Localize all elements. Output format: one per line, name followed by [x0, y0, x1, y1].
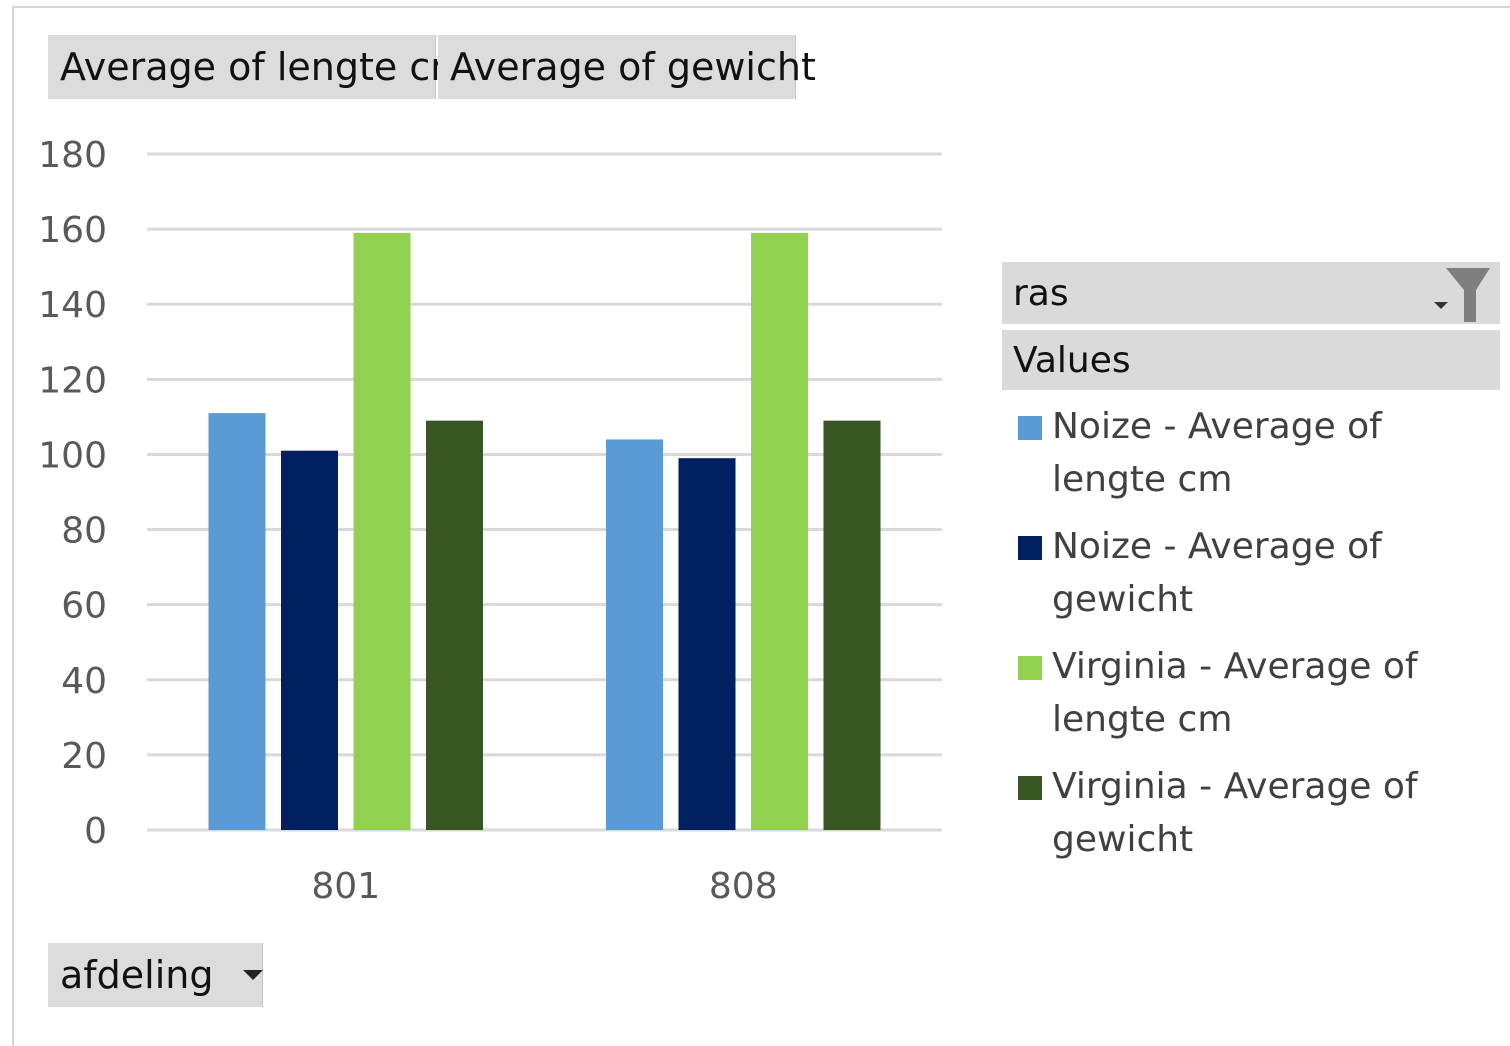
- y-tick-label: 20: [61, 736, 107, 777]
- legend-values-header: Values: [1002, 330, 1500, 390]
- bar[interactable]: [281, 450, 338, 830]
- bar-chart: 0 20 40 60 80 100 120 140 160 180 801 808: [38, 135, 942, 907]
- bar[interactable]: [751, 232, 808, 830]
- axis-field-button-afdeling[interactable]: afdeling: [48, 943, 264, 1007]
- bar[interactable]: [353, 232, 411, 830]
- legend-values-label: Values: [1013, 339, 1131, 381]
- bar[interactable]: [606, 439, 663, 830]
- y-tick-label: 180: [38, 135, 107, 176]
- chart-frame: [12, 6, 1510, 1046]
- y-tick-label: 140: [38, 285, 107, 326]
- value-field-button-gewicht[interactable]: Average of gewicht: [438, 35, 816, 99]
- x-tick-label: 801: [311, 866, 380, 907]
- y-tick-label: 80: [61, 511, 107, 552]
- legend-item[interactable]: Virginia - Average of gewicht: [1018, 760, 1508, 880]
- legend-item-label: Noize - Average of gewicht: [1052, 526, 1382, 620]
- axis-field-label: afdeling: [60, 953, 214, 997]
- legend-item[interactable]: Noize - Average of gewicht: [1018, 520, 1508, 640]
- legend-field-label: ras: [1013, 272, 1069, 314]
- legend-field-ras[interactable]: ras: [1002, 262, 1500, 324]
- chevron-down-icon: [243, 970, 264, 980]
- legend-item-label: Virginia - Average of gewicht: [1052, 766, 1418, 860]
- y-tick-label: 40: [61, 661, 107, 702]
- legend-item[interactable]: Virginia - Average of lengte cm: [1018, 640, 1508, 760]
- bar[interactable]: [678, 458, 736, 830]
- legend-swatch: [1018, 536, 1042, 560]
- y-tick-label: 120: [38, 360, 107, 401]
- bar[interactable]: [426, 420, 483, 830]
- y-tick-label: 60: [61, 586, 107, 627]
- value-field-button-lengte[interactable]: Average of lengte cm: [48, 35, 467, 99]
- legend-item-label: Noize - Average of lengte cm: [1052, 406, 1382, 500]
- bar[interactable]: [208, 413, 266, 830]
- funnel-filter-icon[interactable]: [1420, 264, 1496, 324]
- legend-item-label: Virginia - Average of lengte cm: [1052, 646, 1418, 740]
- legend-swatch: [1018, 416, 1042, 440]
- legend-swatch: [1018, 776, 1042, 800]
- legend-swatch: [1018, 656, 1042, 680]
- legend-item[interactable]: Noize - Average of lengte cm: [1018, 400, 1508, 520]
- bar[interactable]: [823, 420, 881, 830]
- x-tick-label: 808: [709, 866, 778, 907]
- value-field-label-gewicht: Average of gewicht: [450, 45, 816, 89]
- y-tick-label: 0: [84, 811, 107, 852]
- value-field-label-lengte: Average of lengte cm: [60, 45, 468, 89]
- y-tick-label: 160: [38, 210, 107, 251]
- legend-list: Noize - Average of lengte cm Noize - Ave…: [1018, 400, 1508, 880]
- y-tick-label: 100: [38, 435, 107, 476]
